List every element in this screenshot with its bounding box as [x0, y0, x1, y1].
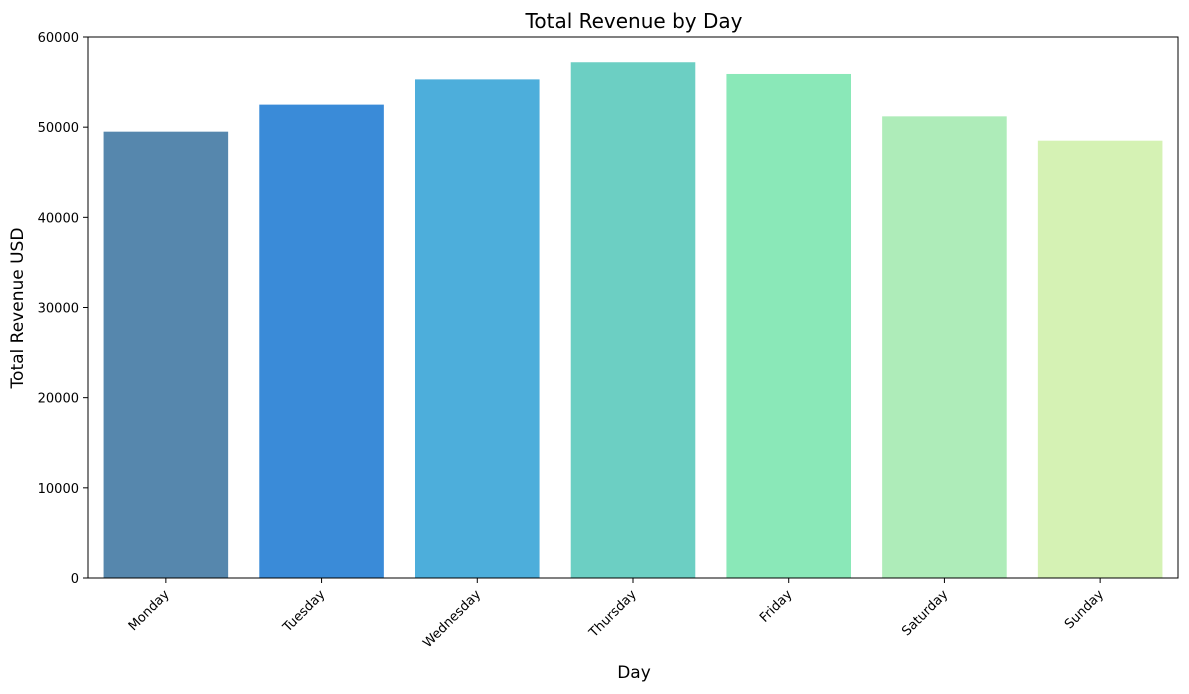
bars-layer	[103, 62, 1163, 579]
bar-wednesday	[415, 79, 540, 579]
x-axis-label: Day	[617, 663, 651, 683]
chart-title: Total Revenue by Day	[525, 9, 743, 33]
y-tick-label: 60000	[38, 31, 79, 46]
y-tick-label: 0	[71, 572, 79, 587]
bar-sunday	[1037, 140, 1163, 579]
x-tick-label: Sunday	[1062, 587, 1107, 632]
y-tick-label: 10000	[38, 482, 79, 497]
x-tick-label: Monday	[126, 587, 173, 634]
bar-thursday	[570, 62, 696, 579]
y-tick-label: 30000	[38, 302, 79, 317]
bar-monday	[103, 131, 229, 579]
plot-frame	[87, 36, 1179, 579]
y-axis: 0 10000 20000 30000 40000 50000 60000	[38, 31, 88, 587]
y-tick-label: 20000	[38, 392, 79, 407]
y-axis-label: Total Revenue USD	[8, 228, 28, 390]
bar-tuesday	[259, 104, 384, 578]
x-tick-label: Friday	[757, 587, 796, 626]
y-tick-label: 50000	[38, 121, 79, 136]
x-tick-label: Tuesday	[280, 587, 329, 636]
bar-saturday	[882, 116, 1007, 578]
x-tick-label: Thursday	[586, 587, 640, 641]
x-tick-label: Wednesday	[420, 587, 484, 651]
x-axis: Monday Tuesday Wednesday Thursday Friday Satu…	[126, 578, 1107, 651]
x-tick-label: Saturday	[899, 587, 951, 639]
bar-friday	[726, 73, 851, 579]
y-tick-label: 40000	[38, 211, 79, 226]
